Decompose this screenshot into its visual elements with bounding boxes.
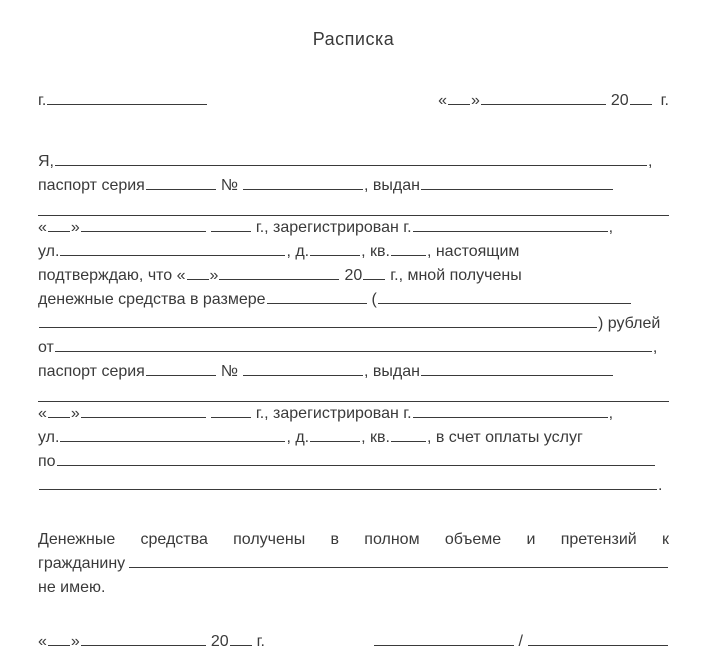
q-close: » [471,91,480,112]
comma3: , [653,336,657,360]
number-sign: № [221,174,238,198]
sign-blank [374,630,514,646]
apt-label2: , кв. [361,426,390,450]
house-blank [310,240,360,256]
q-open3: « [38,402,47,426]
foot-day-blank [48,630,70,646]
q-open: « [438,91,447,112]
document-title: Расписка [38,28,669,51]
century2: 20 [344,264,362,288]
services-label: , в счет оплаты услуг [427,426,583,450]
pass-series-blank [146,174,216,190]
date-field: « » 20 г. [438,89,669,112]
reg-city-blank2 [413,402,608,418]
q-close5: » [71,632,80,653]
century: 20 [611,91,629,112]
footer-date: « » 20 г. [38,630,265,653]
passport-label2: паспорт серия [38,360,145,384]
comma1: , [648,150,652,174]
footer-row: « » 20 г. / [38,630,669,653]
money-label: денежные средства в размере [38,288,266,312]
pass-num-blank [243,174,363,190]
city-field: г. [38,89,208,112]
street-blank2 [60,426,285,442]
header-row: г. « » 20 г. [38,89,669,112]
amount-blank [267,288,367,304]
issue-day-blank [48,216,70,232]
comma2: , [609,216,613,240]
registered-label2: г., зарегистрирован г. [256,402,412,426]
paren-open: ( [372,288,377,312]
amount-words-blank [378,288,631,304]
comma4: , [609,402,613,426]
name-sign-blank [528,630,668,646]
issue-day-blank2 [48,402,70,418]
conf-day-blank [187,264,209,280]
q-close4: » [71,402,80,426]
street-label: ул. [38,240,59,264]
registered-label: г., зарегистрирован г. [256,216,412,240]
conf-month-blank [219,264,339,280]
closing-line1: Денежные средства получены в полном объе… [38,528,669,552]
pass-series-blank2 [146,360,216,376]
from-blank [55,336,652,352]
body-paragraph-1: Я, , паспорт серия № , выдан « » г., зар… [38,150,669,498]
century3: 20 [211,632,229,653]
day-blank [448,89,470,105]
issued-label: , выдан [364,174,420,198]
year-suffix2: г. [257,632,265,653]
q-open2: « [38,216,47,240]
apt-blank [391,240,426,256]
pass-num-blank2 [243,360,363,376]
issued-blank [421,174,613,190]
full-blank-1 [38,198,669,216]
foot-year-blank [230,630,252,646]
city-prefix: г. [38,91,46,112]
year-blank [630,89,652,105]
issue-year-blank [211,216,251,232]
citizen-label: гражданину [38,552,125,576]
house-blank2 [310,426,360,442]
street-label2: ул. [38,426,59,450]
conf-year-blank [363,264,385,280]
signature-field: / [373,630,669,653]
issue-month-blank2 [81,402,206,418]
citizen-blank [129,552,668,568]
street-blank [60,240,285,256]
confirm2-label: подтверждаю, что « [38,264,186,288]
confirm-label: , настоящим [427,240,519,264]
paren-close-rub: ) рублей [598,312,660,336]
house-label: , д. [286,240,309,264]
issued-blank2 [421,360,613,376]
q-close3: » [210,264,219,288]
name-blank [55,150,647,166]
passport-label: паспорт серия [38,174,145,198]
q-open4: « [38,632,47,653]
po-label: по [38,450,56,474]
year-suffix: г. [661,91,669,112]
month-blank [481,89,606,105]
full-blank-2 [38,384,669,402]
issue-month-blank [81,216,206,232]
slash: / [519,632,523,653]
from-label: от [38,336,54,360]
number-sign2: № [221,360,238,384]
closing-paragraph: Денежные средства получены в полном объе… [38,528,669,600]
house-label2: , д. [286,426,309,450]
city-blank [47,89,207,105]
reg-city-blank [413,216,608,232]
apt-blank2 [391,426,426,442]
dot: . [658,474,662,498]
apt-label: , кв. [361,240,390,264]
po-blank2 [39,474,657,490]
amount-words-blank2 [39,312,597,328]
issued-label2: , выдан [364,360,420,384]
g-received: г., мной получены [390,264,521,288]
q-close2: » [71,216,80,240]
issue-year-blank2 [211,402,251,418]
closing-line3: не имею. [38,576,669,600]
po-blank [57,450,655,466]
ya: Я, [38,150,54,174]
foot-month-blank [81,630,206,646]
